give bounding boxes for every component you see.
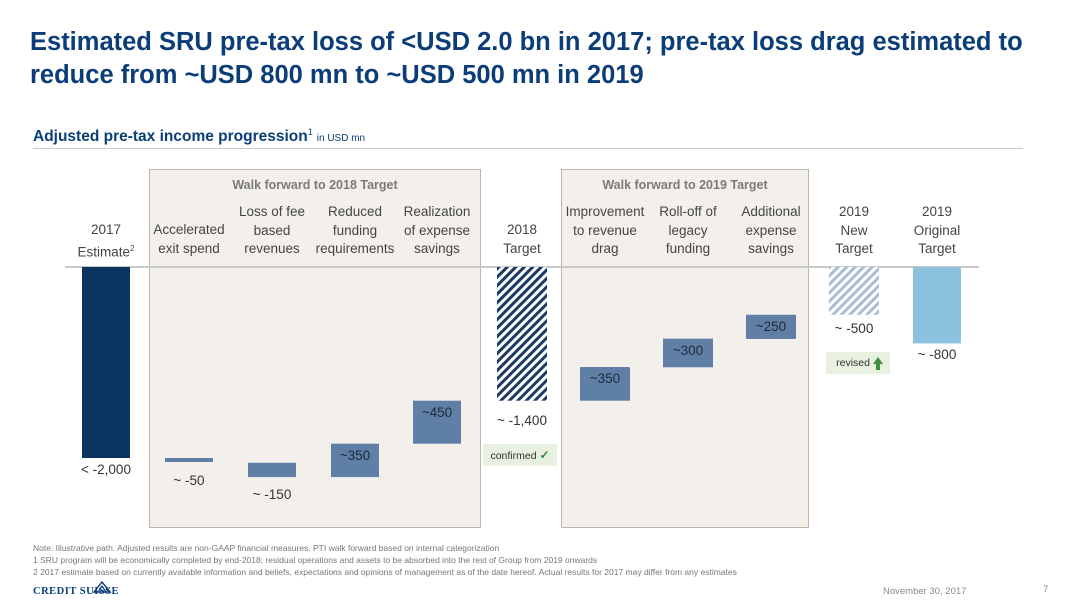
column-label-line: drag xyxy=(591,241,619,256)
column-label-line: Improvement xyxy=(565,204,645,219)
value-label-6: ~350 xyxy=(581,367,629,392)
checkmark-icon: ✓ xyxy=(539,448,550,462)
chart-subtitle: Adjusted pre-tax income progression1in U… xyxy=(33,127,365,146)
column-label-10: 2019 Original Target xyxy=(914,203,961,259)
footnote-2: 2 2017 estimate based on currently avail… xyxy=(33,567,737,577)
value-label-9: ~ -500 xyxy=(834,320,874,336)
column-label-line: New xyxy=(840,222,868,238)
page-title: Estimated SRU pre-tax loss of <USD 2.0 b… xyxy=(30,28,1023,89)
column-label-line: Original xyxy=(913,222,961,238)
column-label-9: 2019 New Target xyxy=(835,203,873,259)
panel-2018-walk xyxy=(149,169,481,528)
column-label-4: Realization of expense savings xyxy=(404,203,471,259)
column-label-1: Accelerated exit spend xyxy=(153,221,224,258)
column-label-line: Estimate2 xyxy=(77,243,135,260)
value-label-4: ~450 xyxy=(413,400,461,425)
column-label-5: 2018 Target xyxy=(503,221,541,258)
column-label-line: savings xyxy=(748,241,794,256)
confirmed-tag-text: confirmed xyxy=(490,450,540,462)
footnote-note: Note: Illustrative path. Adjusted result… xyxy=(33,543,500,553)
column-label-line: legacy xyxy=(668,222,708,238)
column-label-line: funding xyxy=(665,241,711,256)
value-label-1: ~ -50 xyxy=(173,472,205,488)
value-label-8: ~250 xyxy=(747,314,795,339)
column-label-line: Realization xyxy=(403,204,471,219)
column-label-line: Target xyxy=(918,241,956,256)
column-label-line: Reduced xyxy=(327,204,383,219)
bar-10 xyxy=(913,267,961,344)
confirmed-tag: confirmed ✓ xyxy=(483,444,557,466)
panel-2018-title: Walk forward to 2018 Target xyxy=(232,178,398,192)
credit-suisse-logo: CREDIT SUISSE xyxy=(33,586,119,597)
column-label-line: Additional xyxy=(741,204,801,219)
bar-9 xyxy=(829,267,879,315)
column-label-line: to revenue xyxy=(573,222,637,238)
bar-2 xyxy=(248,462,296,478)
value-label-0: < -2,000 xyxy=(81,462,131,477)
column-label-0: 2017 Estimate2 xyxy=(78,221,135,262)
column-label-line: Roll-off of xyxy=(659,204,717,219)
bar-1 xyxy=(165,458,213,462)
value-label-3: ~350 xyxy=(331,443,379,468)
up-arrow-icon xyxy=(872,356,883,371)
bar-5 xyxy=(497,267,547,401)
column-label-3: Reduced funding requirements xyxy=(316,203,395,259)
column-label-6: Improvement to revenue drag xyxy=(566,203,645,259)
footer-date: November 30, 2017 xyxy=(883,586,967,597)
column-label-line: exit spend xyxy=(158,240,220,256)
footnote-1: 1 SRU program will be economically compl… xyxy=(33,555,598,565)
column-label-line: Loss of fee xyxy=(238,204,306,219)
panel-2019-title: Walk forward to 2019 Target xyxy=(602,178,768,192)
column-label-line: requirements xyxy=(315,241,395,256)
column-label-line: based xyxy=(253,222,291,238)
column-label-line: Target xyxy=(835,241,873,256)
subtitle-text: Adjusted pre-tax income progression xyxy=(33,128,308,146)
value-label-5: ~ -1,400 xyxy=(497,412,547,428)
subtitle-rule xyxy=(33,148,1023,149)
column-label-line: 2019 xyxy=(921,204,953,219)
column-label-line: 2018 xyxy=(506,222,538,237)
subtitle-unit: in USD mn xyxy=(316,133,366,145)
page-number: 7 xyxy=(1043,584,1049,595)
column-label-7: Roll-off of legacy funding xyxy=(659,203,717,259)
sail-logo-icon xyxy=(92,580,112,593)
column-label-8: Additional expense savings xyxy=(741,203,800,259)
column-label-line: 2019 xyxy=(838,204,870,219)
column-label-line: revenues xyxy=(244,241,300,256)
value-label-10: ~ -800 xyxy=(917,347,957,363)
column-label-line: expense xyxy=(745,222,797,238)
value-label-2: ~ -150 xyxy=(252,487,292,503)
revised-tag-text: revised xyxy=(836,357,873,369)
revised-tag: revised xyxy=(826,352,890,374)
column-label-line: 2017 xyxy=(90,222,122,237)
column-label-line: savings xyxy=(414,241,460,256)
column-label-line: Accelerated xyxy=(153,222,225,237)
column-label-line: funding xyxy=(332,222,378,238)
column-label-line: of expense xyxy=(403,222,471,238)
column-label-footnote: 2 xyxy=(130,243,135,253)
column-label-2: Loss of fee based revenues xyxy=(239,203,305,259)
column-label-line: Target xyxy=(503,240,541,256)
subtitle-footnote-ref: 1 xyxy=(307,127,313,137)
footnotes: Note: Illustrative path. Adjusted result… xyxy=(33,542,737,578)
bar-0 xyxy=(82,267,130,458)
value-label-7: ~300 xyxy=(664,338,712,363)
